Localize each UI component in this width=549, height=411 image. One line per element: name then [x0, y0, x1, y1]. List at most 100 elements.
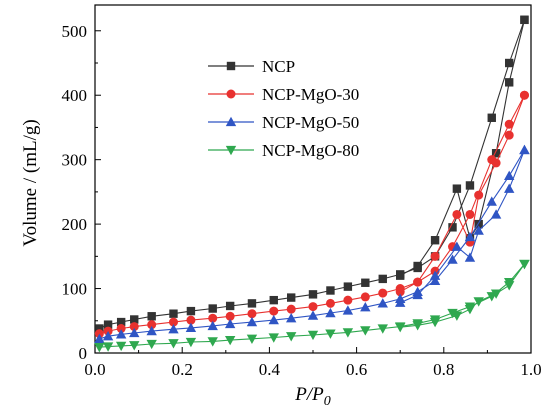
- series-2-desorption-point: [452, 209, 462, 219]
- legend-label-1: NCP: [262, 57, 295, 76]
- series-4-adsorption-point: [94, 343, 105, 353]
- series-4-desorption-point: [412, 321, 423, 331]
- series-1-adsorption-point: [308, 290, 318, 299]
- series-2-adsorption-point: [286, 304, 296, 314]
- series-layer: [94, 15, 530, 353]
- x-axis-title: P/P0: [294, 384, 331, 409]
- series-3-adsorption-point: [342, 305, 354, 315]
- legend-marker-2: [226, 89, 236, 99]
- series-3-desorption-point: [464, 252, 476, 262]
- series-1-adsorption-point: [95, 324, 104, 333]
- series-3-adsorption-point: [129, 327, 140, 338]
- series-3-adsorption-point: [447, 254, 458, 264]
- series-3-desorption-point: [429, 270, 441, 280]
- plot-area: [94, 4, 532, 354]
- series-3-adsorption-point: [146, 325, 157, 336]
- series-2-desorption-point: [519, 90, 529, 100]
- series-1-desorption-line: [399, 19, 526, 277]
- series-1-adsorption-point: [287, 293, 296, 302]
- series-1-adsorption-point: [116, 317, 126, 327]
- series-2-adsorption-point: [504, 119, 514, 129]
- series-3-adsorption-point: [246, 316, 258, 327]
- x-axis: 0.0 0.2 0.4 0.6 0.8 1.0: [84, 347, 542, 379]
- legend-label-3: NCP-MgO-50: [262, 113, 359, 132]
- series-2-desorption-point: [474, 190, 484, 200]
- series-4-desorption-point: [395, 323, 406, 333]
- series-1-adsorption-point: [169, 309, 178, 318]
- series-1-adsorption-point: [103, 320, 113, 329]
- x-tick-label: 0.6: [346, 360, 367, 379]
- series-4-adsorption-point: [146, 339, 157, 350]
- series-3-adsorption-point: [207, 320, 218, 331]
- series-3-adsorption-point: [286, 313, 297, 323]
- series-4-adsorption-point: [307, 330, 319, 341]
- series-4-adsorption-point: [185, 337, 197, 348]
- series-3-adsorption-point: [377, 298, 388, 308]
- series-3-desorption-point: [490, 209, 502, 219]
- series-4-adsorption-point: [447, 308, 458, 319]
- series-3-adsorption-point: [94, 333, 105, 343]
- legend: NCP NCP-MgO-30 NCP-MgO-50 NCP-MgO-80: [208, 57, 359, 160]
- x-axis-title-sub: 0: [324, 394, 331, 409]
- series-1-adsorption-point: [225, 301, 235, 311]
- series-2-adsorption-point: [129, 322, 139, 332]
- series-3-adsorption-point: [486, 196, 497, 206]
- legend-marker-4: [225, 145, 237, 156]
- series-1-desorption-point: [474, 219, 483, 229]
- series-3-adsorption-point: [325, 307, 336, 318]
- series-2-adsorption-point: [247, 309, 257, 319]
- series-4-adsorption-point: [286, 332, 297, 342]
- series-4-adsorption-point: [268, 333, 279, 343]
- series-4-desorption-point: [451, 311, 463, 321]
- series-2-adsorption-point: [208, 313, 218, 323]
- series-1-adsorption-point: [186, 306, 196, 316]
- series-4-adsorption-point: [342, 328, 354, 338]
- series-2-adsorption-point: [168, 317, 178, 327]
- series-4-adsorption-point: [168, 339, 179, 349]
- series-2-adsorption-point: [308, 302, 318, 312]
- series-3-adsorption-point: [115, 329, 127, 339]
- series-3-adsorption-point: [268, 314, 279, 325]
- series-4-adsorption-point: [246, 334, 258, 345]
- series-1-adsorption-point: [326, 286, 335, 295]
- series-2-adsorption-point: [269, 306, 279, 316]
- series-4-desorption-point: [519, 259, 530, 270]
- series-4-adsorption-point: [377, 324, 388, 334]
- series-3-desorption-point: [395, 297, 406, 307]
- legend-marker-1: [226, 61, 236, 71]
- series-1-desorption-point: [452, 184, 462, 193]
- series-2-adsorption-point: [147, 320, 157, 330]
- series-1-desorption-point: [430, 236, 440, 245]
- series-1-adsorption-point: [269, 295, 278, 305]
- y-tick-label: 0: [79, 344, 88, 363]
- series-2-adsorption-point: [360, 292, 370, 302]
- series-4-adsorption-point: [360, 326, 371, 336]
- series-1-adsorption-point: [130, 315, 139, 324]
- series-1: [95, 15, 529, 333]
- series-1-adsorption-point: [361, 278, 370, 287]
- series-1-adsorption-point: [208, 304, 217, 313]
- plot-frame: [94, 4, 532, 354]
- series-3-adsorption-point: [185, 322, 197, 333]
- y-axis-title: Volume / (mL/g): [20, 119, 41, 246]
- series-4-desorption-point: [473, 297, 484, 307]
- y-tick-label: 100: [62, 280, 88, 299]
- series-4-desorption-point: [429, 317, 441, 328]
- series-1-adsorption-point: [247, 299, 257, 308]
- series-4-adsorption-point: [325, 329, 336, 339]
- series-2-adsorption-point: [343, 295, 353, 305]
- series-2-adsorption-point: [186, 315, 196, 325]
- x-tick-label: 1.0: [520, 360, 541, 379]
- series-1-desorption-point: [505, 78, 514, 87]
- series-2-desorption-point: [491, 158, 501, 168]
- series-2: [94, 90, 529, 339]
- series-2-adsorption-point: [325, 298, 335, 308]
- series-3-desorption-point: [412, 289, 423, 300]
- series-4: [94, 259, 530, 353]
- y-axis: 0 100 200 300 400 500: [62, 22, 101, 363]
- series-3-adsorption-point: [429, 275, 441, 285]
- series-3-adsorption-point: [307, 310, 319, 320]
- series-3-adsorption-point: [224, 318, 236, 329]
- series-1-adsorption-line: [99, 19, 526, 330]
